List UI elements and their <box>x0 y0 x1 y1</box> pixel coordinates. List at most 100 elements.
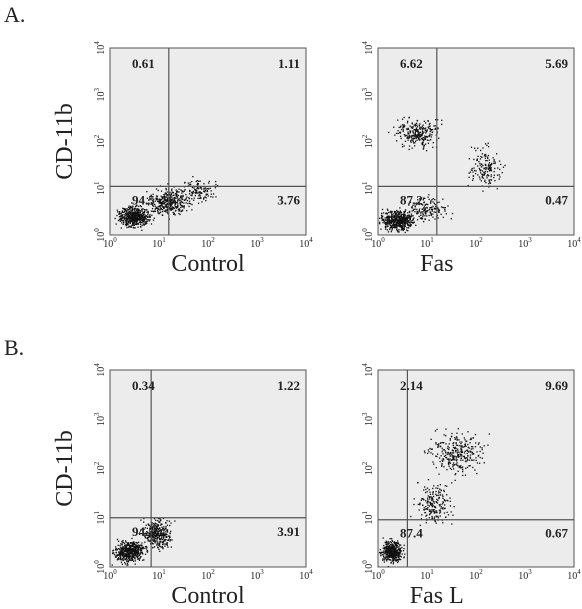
dot <box>122 540 124 542</box>
dot <box>402 222 404 224</box>
dot <box>434 520 436 522</box>
dot <box>433 202 435 204</box>
dot <box>135 221 137 223</box>
dot <box>144 209 146 211</box>
dot <box>171 539 173 541</box>
dot <box>125 218 128 220</box>
dot <box>139 215 141 217</box>
dot <box>491 164 493 166</box>
dot <box>395 554 397 557</box>
dot <box>393 557 395 559</box>
dot <box>157 520 159 522</box>
dot <box>118 212 120 214</box>
dot <box>129 226 131 228</box>
dot <box>459 453 461 455</box>
dot <box>163 527 165 530</box>
dot <box>490 168 492 171</box>
dot <box>413 498 415 500</box>
dot <box>176 196 179 198</box>
dot <box>131 213 133 215</box>
dot <box>431 498 433 500</box>
dot <box>456 462 458 464</box>
dot <box>408 204 410 206</box>
dot <box>180 210 182 213</box>
dot <box>126 220 128 222</box>
dot <box>128 211 130 213</box>
dot <box>206 190 208 192</box>
dot <box>129 549 132 551</box>
dot <box>490 167 492 169</box>
dot <box>141 219 143 222</box>
dot <box>159 211 162 213</box>
dot <box>136 549 138 551</box>
dot <box>397 224 399 226</box>
y-tick-label: 104 <box>93 41 107 55</box>
dot <box>452 456 454 458</box>
dot <box>479 164 481 166</box>
dot <box>396 552 399 554</box>
dot <box>131 218 134 221</box>
dot <box>455 442 457 444</box>
dot <box>432 453 434 455</box>
dot <box>165 201 167 203</box>
dot <box>191 203 193 206</box>
dot <box>423 209 425 211</box>
dot <box>401 124 404 126</box>
dot <box>399 131 402 134</box>
dot <box>437 494 439 496</box>
y-tick-label: 101 <box>93 181 107 195</box>
dot <box>379 223 381 225</box>
dot <box>432 493 434 495</box>
dot <box>480 169 482 171</box>
dot <box>139 223 142 225</box>
dot <box>111 564 113 566</box>
dot <box>465 461 467 463</box>
dot <box>429 513 431 515</box>
dot <box>430 452 432 454</box>
dot <box>131 216 134 218</box>
dot <box>407 139 409 141</box>
dot <box>425 500 427 502</box>
dot <box>421 498 423 500</box>
dot <box>385 547 387 549</box>
dot <box>153 211 155 213</box>
dot <box>397 540 399 542</box>
dot <box>133 551 136 553</box>
x-axis-label: Control <box>171 583 245 609</box>
dot <box>484 180 486 183</box>
dot <box>445 454 447 457</box>
dot <box>392 557 394 559</box>
dot <box>395 213 397 215</box>
dot <box>143 215 145 217</box>
dot <box>149 535 152 537</box>
dot <box>393 226 395 228</box>
dot <box>412 215 414 217</box>
dot <box>489 170 491 172</box>
dot <box>169 524 171 527</box>
dot <box>145 218 147 220</box>
dot <box>431 509 434 511</box>
dot <box>130 226 132 228</box>
dot <box>123 553 125 555</box>
dot <box>486 159 488 162</box>
dot <box>126 548 128 551</box>
dot <box>444 485 446 487</box>
dot <box>468 459 470 461</box>
dot <box>155 527 158 529</box>
dot <box>399 222 401 224</box>
dot <box>397 560 399 562</box>
dot <box>166 531 169 533</box>
dot <box>389 219 391 221</box>
dot <box>200 192 203 194</box>
dot <box>387 540 389 543</box>
dot <box>421 142 423 144</box>
dot <box>144 534 146 536</box>
dot <box>126 212 128 214</box>
dot <box>194 191 197 194</box>
dot <box>198 191 200 193</box>
dot <box>128 550 130 552</box>
quadrant-value: 87.2 <box>400 192 423 207</box>
dot <box>155 537 157 539</box>
dot <box>161 534 163 536</box>
x-tick-label: 103 <box>250 236 264 250</box>
